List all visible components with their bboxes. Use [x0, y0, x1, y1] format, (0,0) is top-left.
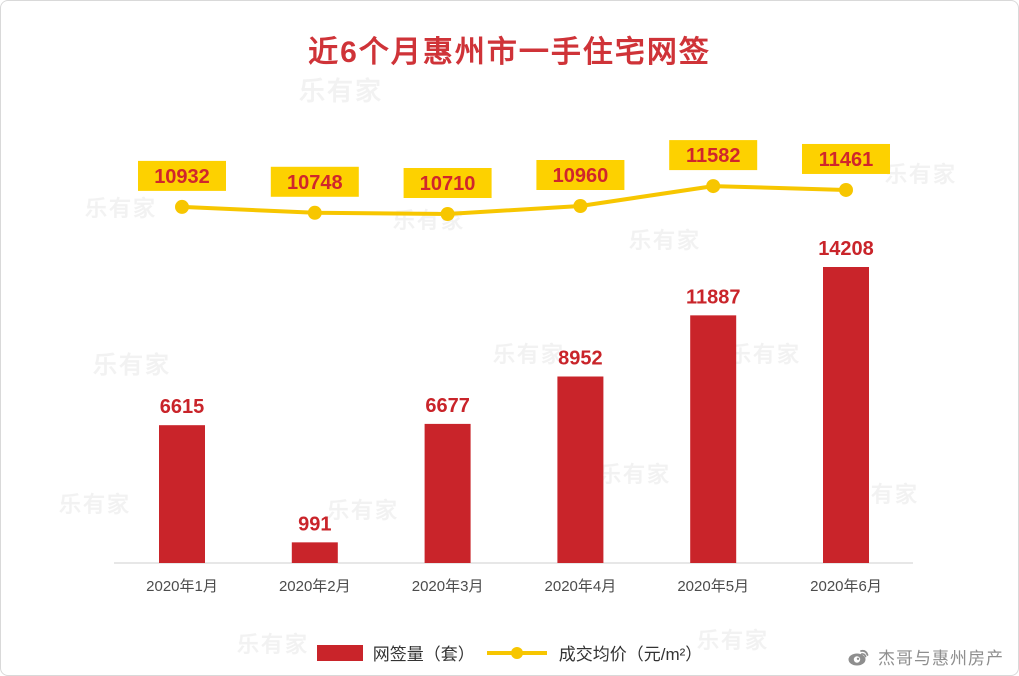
bar-value-label: 6615 — [160, 396, 205, 418]
price-label-box — [138, 160, 226, 191]
price-value-label: 10960 — [553, 165, 609, 187]
price-point — [175, 199, 189, 214]
x-axis-label: 2020年4月 — [545, 578, 617, 595]
price-point — [839, 182, 853, 197]
price-value-label: 10932 — [154, 166, 210, 188]
bar-value-label: 991 — [298, 513, 331, 535]
bar — [690, 315, 737, 563]
price-label-box — [802, 143, 890, 174]
price-value-label: 11582 — [686, 145, 741, 167]
price-point — [440, 207, 455, 221]
bar — [557, 376, 604, 563]
price-point — [706, 179, 721, 194]
x-axis-label: 2020年1月 — [146, 578, 218, 595]
x-axis-label: 2020年2月 — [279, 578, 351, 595]
bar — [159, 425, 205, 563]
x-axis-label: 2020年3月 — [412, 578, 484, 595]
source-label: 杰哥与惠州房产 — [878, 648, 1004, 668]
chart-legend: 网签量（套） 成交均价（元/m²） — [1, 640, 1018, 665]
chart-canvas: 6615 2020年1月 991 2020年2月 6677 2020年3月 8952 2020… — [114, 140, 913, 595]
bar — [823, 267, 869, 563]
page-title: 近6个月惠州市一手住宅网签 — [308, 36, 711, 69]
bar-legend-label: 网签量（套） — [372, 645, 475, 664]
x-axis-label: 2020年5月 — [677, 578, 749, 595]
price-value-label: 10748 — [287, 172, 343, 194]
bar — [424, 423, 471, 563]
price-value-label: 10710 — [420, 173, 476, 195]
price-label-box — [536, 160, 625, 190]
bar — [291, 542, 338, 563]
bar-legend-swatch — [316, 644, 363, 661]
price-point — [573, 199, 588, 213]
weibo-icon — [848, 649, 869, 666]
price-label-box — [669, 140, 758, 171]
bar-value-label: 8952 — [558, 348, 603, 370]
price-value-label: 11461 — [819, 149, 874, 171]
bar-value-label: 14208 — [818, 238, 874, 260]
price-point — [307, 205, 322, 220]
source-attribution: 杰哥与惠州房产 — [846, 643, 1004, 669]
line-legend-swatch — [486, 646, 547, 659]
price-label-box — [403, 168, 492, 198]
bar-value-label: 11887 — [686, 286, 741, 308]
x-axis-label: 2020年6月 — [810, 578, 882, 595]
price-label-box — [270, 166, 359, 197]
price-line — [181, 184, 847, 216]
line-legend-label: 成交均价（元/m²） — [558, 645, 703, 664]
bar-value-label: 6677 — [425, 395, 470, 417]
